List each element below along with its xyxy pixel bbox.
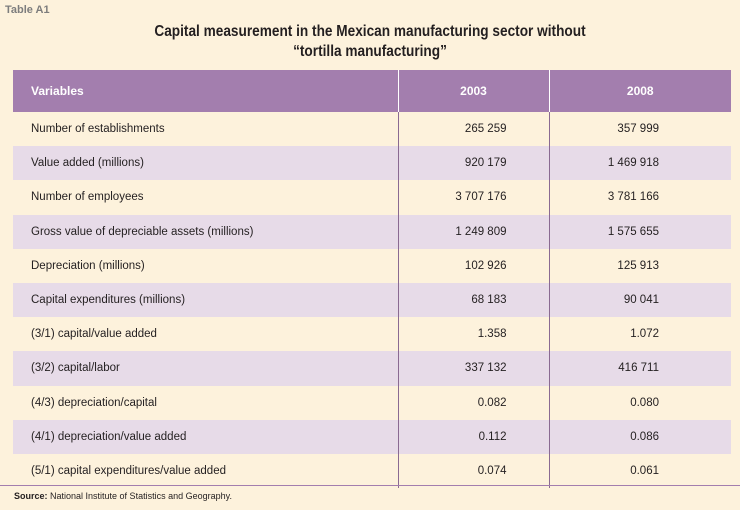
row-label: (3/2) capital/labor — [31, 362, 120, 375]
value-2008: 357 999 — [548, 112, 731, 147]
value-2003: 337 132 — [397, 351, 549, 386]
value-2008: 1 575 655 — [548, 214, 731, 249]
header-variables: Variables — [31, 84, 84, 98]
value-2008: 0.086 — [548, 419, 731, 454]
value-2003: 920 179 — [397, 146, 549, 181]
table-label: Table A1 — [5, 4, 50, 16]
table-row: Value added (millions) 920 179 1 469 918 — [13, 146, 731, 181]
table-row: Capital expenditures (millions) 68 183 9… — [13, 282, 731, 318]
row-label: Number of employees — [31, 191, 144, 204]
table-title: Capital measurement in the Mexican manuf… — [44, 22, 695, 62]
row-label: Gross value of depreciable assets (milli… — [31, 225, 254, 238]
value-2003: 1 249 809 — [397, 214, 549, 249]
value-2003: 102 926 — [397, 248, 549, 283]
table-title-line2: “tortilla manufacturing” — [293, 43, 447, 60]
table-row: (3/1) capital/value added 1.358 1.072 — [13, 317, 731, 352]
value-2008: 0.061 — [548, 453, 731, 489]
row-label: (3/1) capital/value added — [31, 328, 157, 341]
header-2003: 2003 — [397, 70, 549, 112]
value-2003: 265 259 — [397, 112, 549, 147]
value-2008: 90 041 — [548, 282, 731, 318]
table-title-line1: Capital measurement in the Mexican manuf… — [154, 23, 586, 40]
table-row: (4/1) depreciation/value added 0.112 0.0… — [13, 419, 731, 454]
value-2003: 3 707 176 — [397, 180, 549, 215]
value-2003: 68 183 — [397, 282, 549, 318]
source-note: Source: National Institute of Statistics… — [14, 491, 232, 501]
row-label: (4/1) depreciation/value added — [31, 430, 187, 443]
row-label: Value added (millions) — [31, 157, 144, 170]
value-2008: 416 711 — [548, 351, 731, 386]
header-row: Variables 2003 2008 — [13, 70, 731, 112]
row-label: (5/1) capital expenditures/value added — [31, 464, 226, 477]
value-2008: 3 781 166 — [548, 180, 731, 215]
source-label: Source: — [14, 491, 48, 501]
header-2008: 2008 — [548, 70, 731, 112]
table-row: (5/1) capital expenditures/value added 0… — [13, 453, 731, 489]
value-2008: 1 469 918 — [548, 146, 731, 181]
value-2003: 1.358 — [397, 317, 549, 352]
source-text: National Institute of Statistics and Geo… — [47, 491, 232, 501]
table-row: Depreciation (millions) 102 926 125 913 — [13, 248, 731, 283]
value-2003: 0.074 — [397, 453, 549, 489]
bottom-divider — [0, 485, 740, 486]
value-2003: 0.082 — [397, 385, 549, 420]
row-label: Capital expenditures (millions) — [31, 294, 186, 307]
data-table: Variables 2003 2008 Number of establishm… — [13, 70, 731, 489]
table-row: Number of establishments 265 259 357 999 — [13, 112, 731, 147]
value-2008: 1.072 — [548, 317, 731, 352]
row-label: (4/3) depreciation/capital — [31, 396, 157, 409]
table-row: Number of employees 3 707 176 3 781 166 — [13, 180, 731, 215]
value-2003: 0.112 — [397, 419, 549, 454]
row-label: Number of establishments — [31, 123, 165, 136]
value-2008: 0.080 — [548, 385, 731, 420]
table-row: (4/3) depreciation/capital 0.082 0.080 — [13, 385, 731, 420]
row-label: Depreciation (millions) — [31, 259, 145, 272]
value-2008: 125 913 — [548, 248, 731, 283]
table-row: Gross value of depreciable assets (milli… — [13, 214, 731, 249]
table-row: (3/2) capital/labor 337 132 416 711 — [13, 351, 731, 386]
